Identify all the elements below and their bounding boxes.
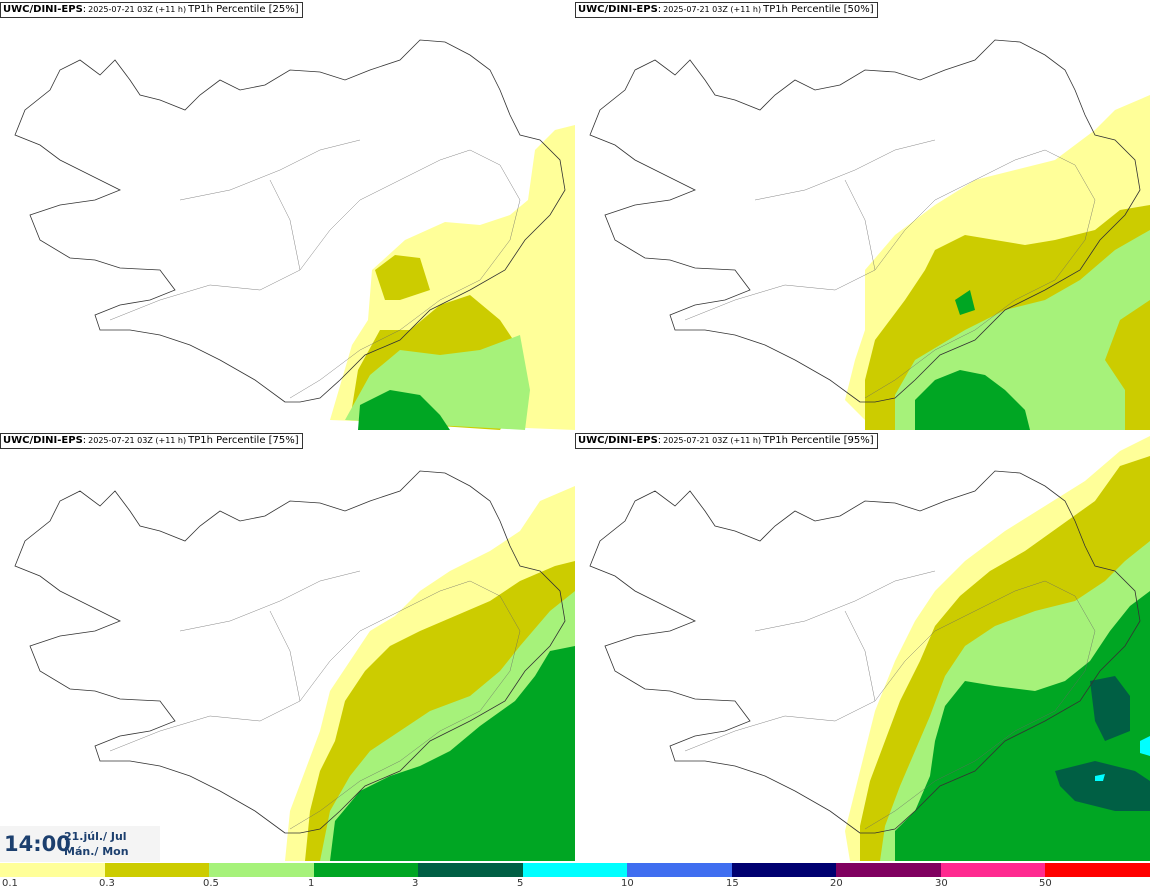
map-canvas [14,470,575,861]
panel-header: UWC/DINI-EPS: 2025-07-21 03Z (+11 h) TP1h … [0,433,303,449]
roads [684,139,1096,399]
coastline [14,470,566,834]
model-name: UWC/DINI-EPS [3,4,83,15]
precip-1 [358,390,450,430]
legend-swatch [522,863,628,877]
field-name: TP1h Percentile [25%] [188,4,299,15]
legend-label: 20 [830,878,843,889]
legend-label: 50 [1039,878,1052,889]
precip-3 [1055,676,1150,811]
map-panel-p50: UWC/DINI-EPS: 2025-07-21 03Z (+11 h) TP1h … [575,0,1150,430]
precip-5 [1095,736,1150,781]
precip-layer [285,486,575,861]
legend-label: 0.5 [203,878,219,889]
legend-label: 0.3 [99,878,115,889]
field-name: TP1h Percentile [75%] [188,435,299,446]
precip-1 [915,290,1030,430]
roads [684,570,1096,830]
coastline [589,39,1141,403]
coastline [589,470,1141,834]
model-name: UWC/DINI-EPS [3,435,83,446]
panel-header: UWC/DINI-EPS: 2025-07-21 03Z (+11 h) TP1h … [0,2,303,18]
roads [109,139,521,399]
legend-label: 0.1 [2,878,18,889]
legend-label: 5 [517,878,524,889]
precip-layer [845,95,1150,430]
precip-layer [845,436,1150,861]
legend-label: 10 [621,878,634,889]
roads [109,570,521,830]
map-canvas [14,39,575,430]
legend-swatch [836,863,941,877]
legend-swatch [313,863,419,877]
map-canvas [589,39,1150,430]
field-name: TP1h Percentile [50%] [763,4,874,15]
legend-swatch [627,863,732,877]
valid-time: 14:00 [4,832,71,856]
legend-swatch [1045,863,1150,877]
run-time: 2025-07-21 03Z (+11 h) [663,436,762,445]
legend-labels: 0.1 0.3 0.5 1 3 5 10 15 20 30 50 [0,877,1150,891]
legend-swatch [940,863,1046,877]
map-canvas [589,436,1150,861]
precip-layer [330,125,575,430]
legend-label: 30 [935,878,948,889]
legend-color-bar [0,863,1150,877]
run-time: 2025-07-21 03Z (+11 h) [663,5,762,14]
legend-swatch [209,863,314,877]
precip-1 [330,646,575,861]
model-name: UWC/DINI-EPS [578,435,658,446]
valid-time-box: 14:00 21.júl./ Jul Mán./ Mon [0,826,160,862]
legend-swatch [104,863,210,877]
legend-swatch [418,863,523,877]
legend-swatch [0,863,105,877]
run-time: 2025-07-21 03Z (+11 h) [88,5,187,14]
legend-label: 3 [412,878,419,889]
panel-header: UWC/DINI-EPS: 2025-07-21 03Z (+11 h) TP1h … [575,2,878,18]
legend-swatch [731,863,837,877]
color-legend: 0.1 0.3 0.5 1 3 5 10 15 20 30 50 [0,862,1150,891]
valid-date: 21.júl./ Jul [64,830,127,843]
legend-label: 15 [726,878,739,889]
coastline [14,39,566,403]
panel-header: UWC/DINI-EPS: 2025-07-21 03Z (+11 h) TP1h … [575,433,878,449]
model-name: UWC/DINI-EPS [578,4,658,15]
map-panel-p95: UWC/DINI-EPS: 2025-07-21 03Z (+11 h) TP1h … [575,431,1150,861]
run-time: 2025-07-21 03Z (+11 h) [88,436,187,445]
field-name: TP1h Percentile [95%] [763,435,874,446]
legend-label: 1 [308,878,315,889]
map-panel-p75: UWC/DINI-EPS: 2025-07-21 03Z (+11 h) TP1h … [0,431,575,861]
map-panel-p25: UWC/DINI-EPS: 2025-07-21 03Z (+11 h) TP1h … [0,0,575,430]
valid-weekday: Mán./ Mon [64,845,129,858]
